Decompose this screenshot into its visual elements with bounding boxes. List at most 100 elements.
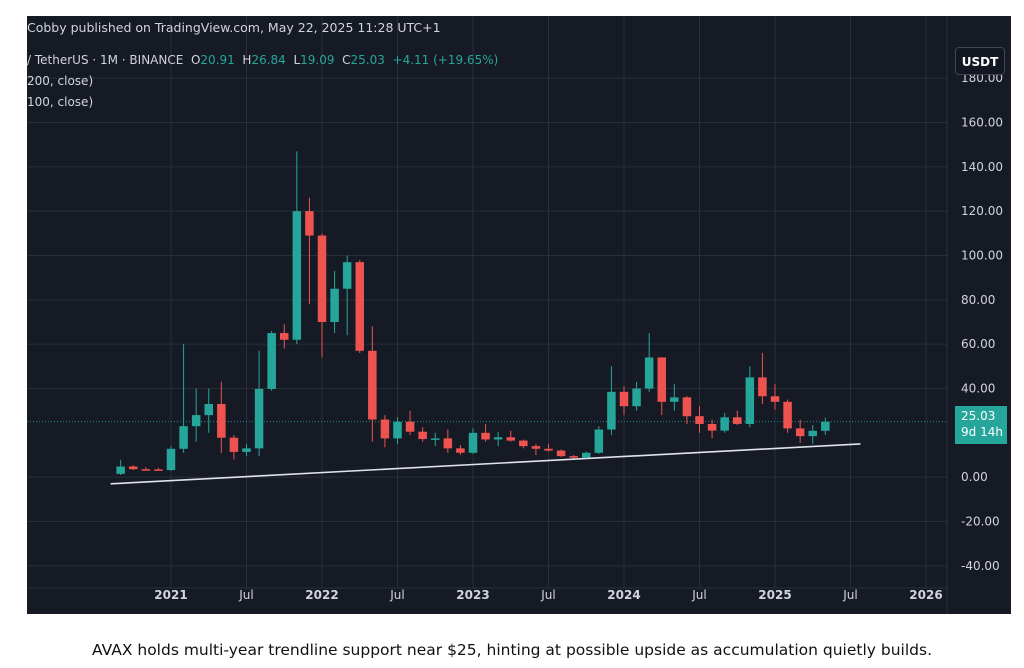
candle-body xyxy=(506,437,515,441)
x-tick-label: Jul xyxy=(691,588,706,602)
candle xyxy=(783,399,792,433)
candle-body xyxy=(682,397,692,417)
indicator-ma-100[interactable]: 100, close) xyxy=(27,95,94,109)
high-value: 26.84 xyxy=(251,53,286,67)
candle-body xyxy=(355,262,364,351)
candle-body xyxy=(695,416,704,424)
candle-body xyxy=(154,469,163,471)
candle-body xyxy=(531,446,541,449)
candle-body xyxy=(116,466,125,474)
candle xyxy=(116,459,125,475)
candle xyxy=(682,396,692,424)
y-tick-label: 80.00 xyxy=(961,293,995,307)
candle xyxy=(129,465,138,471)
low-value: 19.09 xyxy=(300,53,335,67)
bar-countdown: 9d 14h xyxy=(961,425,1003,439)
candle-body xyxy=(783,401,792,429)
candle xyxy=(468,428,478,454)
chart-frame[interactable]: 180.00 160.00 140.00 120.00 100.00 80.00 60.00… xyxy=(27,16,1011,614)
candle xyxy=(758,353,767,405)
y-tick-label: 60.00 xyxy=(961,337,995,351)
currency-button[interactable]: USDT xyxy=(955,47,1005,75)
candle xyxy=(745,366,755,428)
candle-body xyxy=(808,430,817,437)
y-tick-label: -40.00 xyxy=(961,559,1000,573)
candle xyxy=(405,410,415,436)
candle xyxy=(733,410,742,426)
candle xyxy=(456,445,465,455)
candle-body xyxy=(519,440,528,447)
change-value: +4.11 (+19.65%) xyxy=(392,53,499,67)
candle xyxy=(619,386,629,416)
candle-body xyxy=(770,396,780,402)
candle-body xyxy=(418,431,427,440)
candle xyxy=(280,324,289,349)
candle xyxy=(179,344,188,453)
candle-body xyxy=(330,288,339,322)
candle xyxy=(644,333,654,392)
candle xyxy=(191,388,201,442)
candle-body xyxy=(317,235,327,322)
candle-body xyxy=(305,211,314,236)
candle-body xyxy=(229,437,239,452)
candle-body xyxy=(544,448,553,451)
candle xyxy=(607,366,616,436)
candle-body xyxy=(758,377,767,397)
candle xyxy=(368,326,377,442)
candle xyxy=(330,271,339,334)
candle xyxy=(594,426,604,454)
candle xyxy=(519,439,528,449)
candle-body xyxy=(720,417,729,431)
candle-body xyxy=(380,419,390,439)
candle xyxy=(380,415,390,448)
candle xyxy=(242,443,251,457)
candle-body xyxy=(405,421,415,432)
candle-body xyxy=(644,357,654,389)
candle xyxy=(217,381,226,453)
candle-body xyxy=(179,426,188,449)
candle-body xyxy=(217,404,226,438)
candle-body xyxy=(657,357,666,402)
candle xyxy=(317,233,327,358)
candle-body xyxy=(166,448,176,471)
caption: AVAX holds multi-year trendline support … xyxy=(92,641,932,659)
high-label: H xyxy=(242,53,252,67)
open-value: 20.91 xyxy=(200,53,235,67)
symbol-legend: / TetherUS · 1M · BINANCE O20.91 H26.84 … xyxy=(27,52,498,68)
chart-canvas[interactable]: 180.00160.00140.00120.00100.0080.0060.00… xyxy=(27,16,1011,614)
candle-body xyxy=(393,421,402,439)
candle-body xyxy=(254,388,264,449)
candle-body xyxy=(556,450,566,457)
x-tick-label: Jul xyxy=(540,588,555,602)
candle xyxy=(431,432,440,447)
x-tick-label: 2022 xyxy=(305,588,338,602)
candle xyxy=(418,427,427,442)
candle-body xyxy=(468,432,478,453)
candle-body xyxy=(670,397,679,402)
last-price-tag: 25.03 9d 14h xyxy=(955,406,1007,444)
candle-body xyxy=(368,350,377,420)
candle-body xyxy=(821,421,830,431)
candle-body xyxy=(292,211,302,340)
candle-body xyxy=(733,417,742,424)
candle xyxy=(808,425,817,444)
candle xyxy=(657,357,666,416)
candle xyxy=(493,431,503,447)
candle xyxy=(355,259,364,354)
candle-body xyxy=(607,391,616,430)
close-label: C xyxy=(342,53,351,67)
candle xyxy=(305,197,314,305)
y-tick-label: 0.00 xyxy=(961,470,988,484)
candle xyxy=(342,255,352,336)
candle xyxy=(254,350,264,457)
candle xyxy=(393,417,402,444)
candle-body xyxy=(745,377,755,424)
candle xyxy=(556,449,566,458)
candle-body xyxy=(569,456,578,458)
x-tick-label: Jul xyxy=(389,588,404,602)
candle xyxy=(770,384,780,410)
indicator-ma-200[interactable]: 200, close) xyxy=(27,74,94,88)
x-tick-label: 2024 xyxy=(607,588,640,602)
candle-body xyxy=(280,333,289,340)
candle xyxy=(670,384,679,411)
